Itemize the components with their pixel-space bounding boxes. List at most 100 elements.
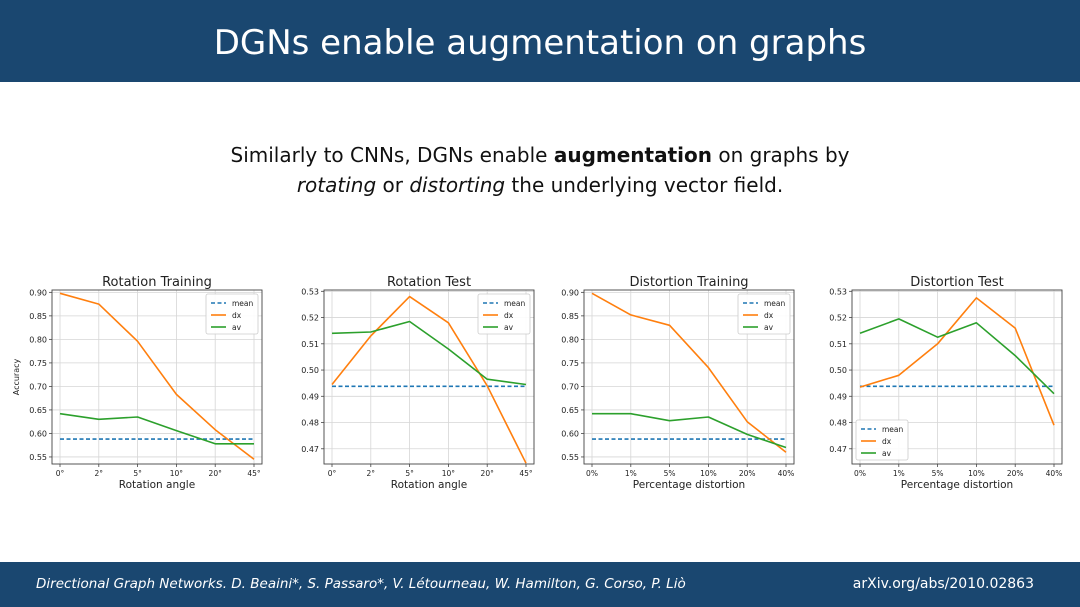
y-tick-label: 0.47: [829, 445, 847, 454]
x-tick-label: 20°: [209, 469, 223, 478]
chart-rotation-test: 0.47 0.48 0.49 0.50 0.51 0.52 0.53 0° 2° 5° 10° 20°…: [301, 275, 535, 491]
y-tick-label: 0.90: [561, 288, 579, 297]
legend-label-av: av: [764, 323, 774, 332]
y-tick-label: 0.80: [29, 335, 47, 344]
x-axis-label: Percentage distortion: [901, 479, 1013, 491]
x-tick-label: 10°: [170, 469, 184, 478]
x-tick-label: 0%: [586, 469, 598, 478]
x-tick-label: 5%: [664, 469, 676, 478]
legend-box: [737, 293, 791, 335]
y-tick-label: 0.75: [561, 359, 579, 368]
x-tick-label: 0%: [854, 469, 866, 478]
x-tick-label: 1%: [625, 469, 637, 478]
x-tick-label: 1%: [893, 469, 905, 478]
x-tick-label: 5°: [405, 469, 414, 478]
subtitle-text-3: or: [376, 173, 410, 197]
plot-frame: [51, 289, 263, 465]
y-tick-label: 0.70: [29, 382, 47, 391]
arxiv-link[interactable]: arXiv.org/abs/2010.02863: [852, 576, 1034, 592]
y-tick-label: 0.53: [829, 287, 847, 296]
x-tick-label: 5°: [133, 469, 142, 478]
x-tick-label: 10°: [442, 469, 456, 478]
slide-subtitle: Similarly to CNNs, DGNs enable augmentat…: [140, 140, 940, 200]
y-tick-label: 0.48: [301, 419, 319, 428]
chart-distortion-training: 0.55 0.60 0.65 0.70 0.75 0.80 0.85 0.90 0% 1% 5% 10…: [561, 275, 795, 491]
series-line-dx: [591, 292, 787, 453]
y-tick-label: 0.55: [561, 453, 579, 462]
y-tick-label: 0.51: [301, 340, 319, 349]
series-line-av: [331, 320, 527, 386]
subtitle-text-2: on graphs by: [712, 143, 850, 167]
legend-label-dx: dx: [764, 311, 774, 320]
legend-box: [205, 293, 259, 335]
chart-rotation-training: 0.55 0.60 0.65 0.70 0.75 0.80 0.85 0.90 0° 2° 5° 10…: [12, 275, 263, 491]
series-line-av: [592, 412, 787, 449]
y-tick-label: 0.49: [301, 392, 319, 401]
y-tick-label: 0.47: [301, 445, 319, 454]
series-line-av: [859, 318, 1055, 395]
x-axis-label: Rotation angle: [391, 479, 467, 491]
chart-distortion-test: 0.47 0.48 0.49 0.50 0.51 0.52 0.53 0% 1% 5% 10% 20%…: [829, 275, 1063, 491]
y-tick-label: 0.53: [301, 287, 319, 296]
y-tick-label: 0.70: [561, 382, 579, 391]
x-tick-label: 5%: [932, 469, 944, 478]
x-tick-label: 45°: [519, 469, 533, 478]
legend-label-mean: mean: [764, 299, 786, 308]
x-tick-label: 0°: [328, 469, 337, 478]
x-tick-label: 2°: [95, 469, 104, 478]
y-tick-label: 0.90: [29, 288, 47, 297]
chart-title: Distortion Training: [629, 275, 748, 290]
legend-label-dx: dx: [882, 437, 892, 446]
plot-frame: [851, 289, 1063, 465]
x-tick-label: 10%: [968, 469, 985, 478]
subtitle-bold-augmentation: augmentation: [553, 143, 712, 167]
y-tick-label: 0.49: [829, 392, 847, 401]
y-tick-label: 0.52: [829, 314, 847, 323]
chart-title: Rotation Test: [387, 275, 471, 290]
legend-label-dx: dx: [232, 311, 242, 320]
y-tick-label: 0.85: [29, 312, 47, 321]
y-tick-label: 0.52: [301, 314, 319, 323]
y-tick-label: 0.60: [561, 429, 579, 438]
x-tick-label: 2°: [367, 469, 376, 478]
legend-label-mean: mean: [504, 299, 526, 308]
x-tick-label: 10%: [700, 469, 717, 478]
subtitle-italic-rotating: rotating: [296, 173, 377, 197]
y-tick-label: 0.51: [829, 340, 847, 349]
x-axis-label: Percentage distortion: [633, 479, 745, 491]
x-tick-label: 45°: [247, 469, 261, 478]
y-tick-label: 0.50: [829, 366, 847, 375]
series-line-dx: [331, 295, 527, 464]
y-tick-label: 0.65: [29, 406, 47, 415]
slide-title: DGNs enable augmentation on graphs: [213, 23, 867, 63]
series-line-dx: [59, 292, 255, 460]
legend-label-av: av: [232, 323, 242, 332]
x-tick-label: 20%: [739, 469, 756, 478]
x-tick-label: 0°: [56, 469, 65, 478]
legend-label-dx: dx: [504, 311, 514, 320]
x-tick-label: 20%: [1007, 469, 1024, 478]
y-tick-label: 0.75: [29, 359, 47, 368]
legend-label-av: av: [504, 323, 514, 332]
y-axis-label: Accuracy: [12, 358, 21, 395]
slide-footer: Directional Graph Networks. D. Beaini*, …: [0, 562, 1080, 607]
plot-frame: [583, 289, 795, 465]
series-line-dx: [859, 297, 1055, 426]
y-tick-label: 0.65: [561, 406, 579, 415]
legend-box: [855, 419, 909, 461]
y-tick-label: 0.50: [301, 366, 319, 375]
y-tick-label: 0.85: [561, 312, 579, 321]
subtitle-text-4: the underlying vector field.: [505, 173, 784, 197]
legend-label-mean: mean: [882, 425, 904, 434]
plot-frame: [323, 289, 535, 465]
x-tick-label: 20°: [481, 469, 495, 478]
citation: Directional Graph Networks. D. Beaini*, …: [36, 576, 686, 592]
x-axis-label: Rotation angle: [119, 479, 195, 491]
y-tick-label: 0.55: [29, 453, 47, 462]
y-tick-label: 0.60: [29, 429, 47, 438]
x-tick-label: 40%: [778, 469, 795, 478]
subtitle-text-1: Similarly to CNNs, DGNs enable: [230, 143, 554, 167]
slide-header: DGNs enable augmentation on graphs: [0, 0, 1080, 82]
chart-title: Rotation Training: [102, 275, 212, 290]
legend-box: [477, 293, 531, 335]
